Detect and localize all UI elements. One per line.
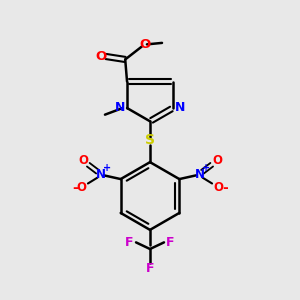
Text: +: + — [103, 163, 111, 173]
Text: O: O — [76, 182, 86, 194]
Text: O: O — [79, 154, 88, 167]
Text: N: N — [195, 168, 205, 181]
Text: O: O — [212, 154, 222, 167]
Text: F: F — [167, 236, 175, 249]
Text: F: F — [146, 262, 154, 275]
Text: -: - — [223, 181, 228, 195]
Text: F: F — [125, 236, 134, 249]
Text: -: - — [72, 181, 77, 195]
Text: O: O — [140, 38, 151, 51]
Text: +: + — [202, 163, 210, 173]
Text: S: S — [145, 134, 155, 147]
Text: N: N — [175, 101, 185, 114]
Text: N: N — [95, 168, 105, 181]
Text: N: N — [115, 101, 125, 114]
Text: O: O — [214, 182, 224, 194]
Text: O: O — [95, 50, 106, 63]
